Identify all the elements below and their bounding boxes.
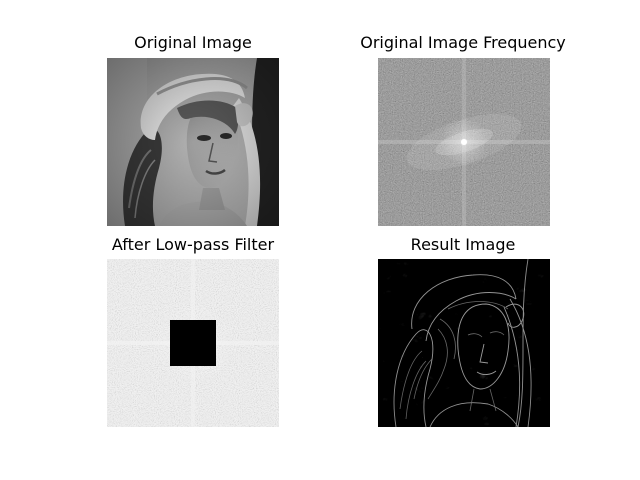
result-image-panel bbox=[378, 259, 550, 427]
title-original-image: Original Image bbox=[134, 33, 252, 52]
low-pass-filtered-panel bbox=[107, 259, 279, 427]
frequency-spectrum-panel bbox=[378, 58, 550, 226]
title-result-image: Result Image bbox=[410, 235, 516, 254]
low-pass-mask bbox=[170, 320, 216, 366]
low-pass-filtered-spectrum bbox=[107, 259, 279, 427]
result-image bbox=[378, 259, 550, 427]
title-original-frequency: Original Image Frequency bbox=[360, 33, 566, 52]
original-image-panel bbox=[107, 58, 279, 226]
original-image bbox=[107, 58, 279, 226]
title-after-low-pass: After Low-pass Filter bbox=[111, 235, 275, 254]
frequency-spectrum bbox=[378, 58, 550, 226]
